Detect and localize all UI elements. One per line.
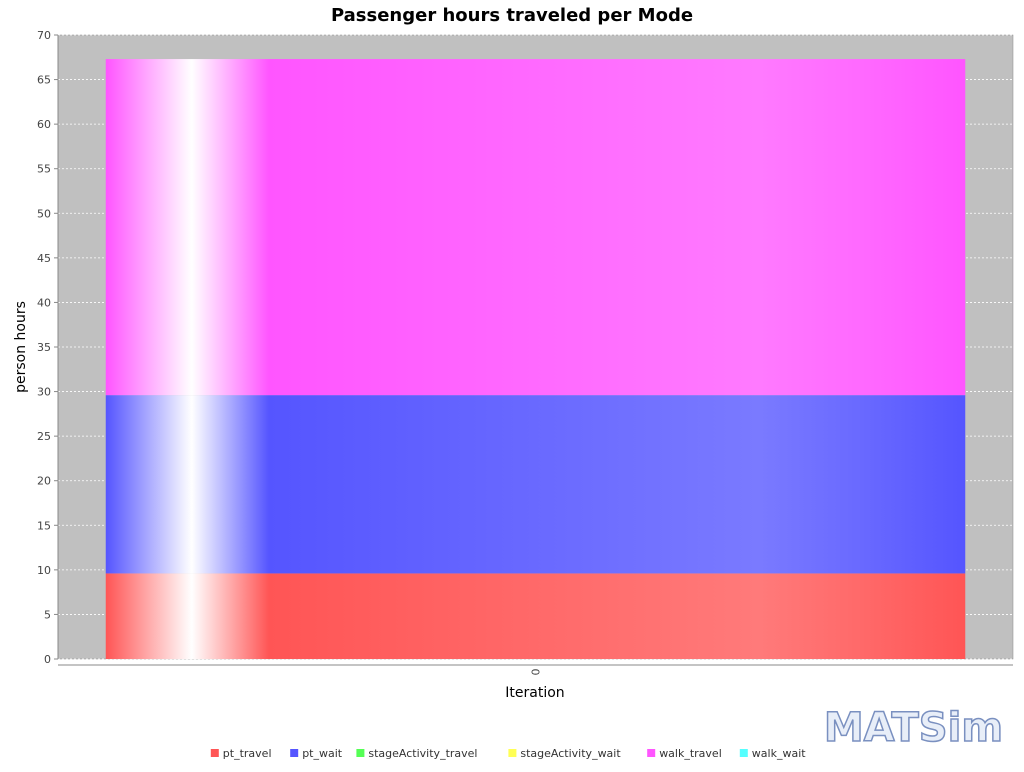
y-tick-label: 70 xyxy=(37,29,51,42)
legend-swatch xyxy=(356,749,365,757)
bar-walk_travel xyxy=(105,59,966,396)
chart-title: Passenger hours traveled per Mode xyxy=(331,5,693,26)
legend-label: pt_travel xyxy=(223,747,272,760)
y-tick-label: 45 xyxy=(37,252,51,265)
y-axis-label: person hours xyxy=(13,301,29,393)
y-tick-label: 35 xyxy=(37,341,51,354)
y-tick-label: 20 xyxy=(37,475,51,488)
y-tick-label: 50 xyxy=(37,207,51,220)
y-tick-label: 5 xyxy=(44,608,51,621)
legend-swatch xyxy=(290,749,299,757)
y-tick-label: 55 xyxy=(37,163,51,176)
legend-swatch xyxy=(647,749,656,757)
y-tick-label: 25 xyxy=(37,430,51,443)
bar-pt_travel xyxy=(105,573,966,659)
legend-label: pt_wait xyxy=(302,747,343,760)
y-axis: 0 5 10 15 20 25 30 35 40 45 50 55 60 65 70 xyxy=(37,29,59,666)
y-tick-label: 30 xyxy=(37,386,51,399)
matsim-logo: MATSim xyxy=(824,705,1003,751)
y-tick-label: 10 xyxy=(37,564,51,577)
legend-label: stageActivity_travel xyxy=(368,747,477,760)
bar-pt_wait xyxy=(105,395,966,574)
legend-label: stageActivity_wait xyxy=(520,747,621,760)
y-tick-label: 65 xyxy=(37,74,51,87)
x-tick-label: 0 xyxy=(529,669,542,676)
x-axis: 0 xyxy=(58,664,1013,676)
x-axis-label: Iteration xyxy=(505,685,564,701)
legend-swatch xyxy=(210,749,219,757)
legend: pt_travel pt_wait stageActivity_travel stag… xyxy=(210,747,806,760)
legend-label: walk_travel xyxy=(659,747,722,760)
y-tick-label: 15 xyxy=(37,519,51,532)
legend-swatch xyxy=(739,749,748,757)
bars xyxy=(105,59,966,659)
legend-label: walk_wait xyxy=(752,747,806,760)
legend-swatch xyxy=(508,749,517,757)
y-tick-label: 40 xyxy=(37,296,51,309)
y-tick-label: 60 xyxy=(37,118,51,131)
y-tick-label: 0 xyxy=(44,653,51,666)
